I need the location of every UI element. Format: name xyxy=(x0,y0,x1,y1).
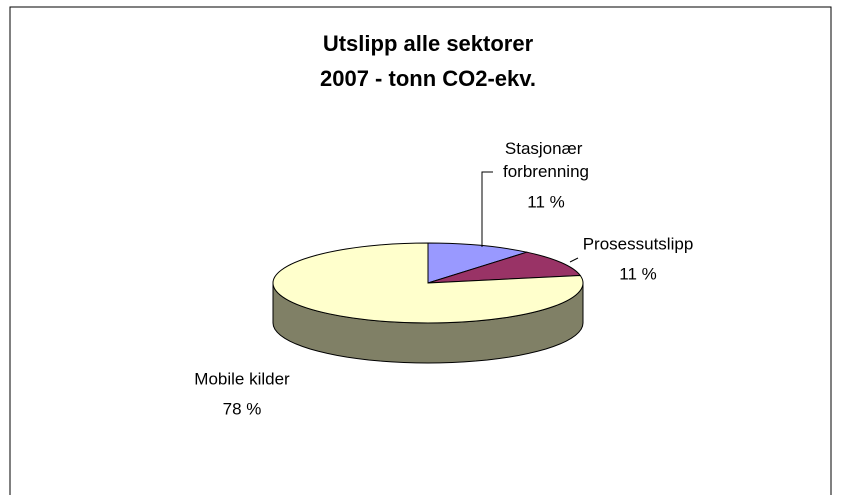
slice-label: Prosessutslipp xyxy=(583,234,694,253)
slice-label-line: forbrenning xyxy=(503,162,589,181)
slice-value-label: 11 % xyxy=(527,192,565,211)
leader-line xyxy=(481,171,493,247)
pie-slice xyxy=(272,242,584,324)
pie-slice xyxy=(427,242,529,284)
slice-label-line: Stasjonær xyxy=(505,139,587,158)
slice-label: Stasjonær forbrenning xyxy=(503,139,589,181)
slice-value-label: 11 % xyxy=(619,264,657,283)
slice-value-label: 78 % xyxy=(223,399,262,418)
chart-title: Utslipp alle sektorer xyxy=(323,31,534,56)
chart-title: 2007 - tonn CO2-ekv. xyxy=(320,66,536,91)
chart-frame xyxy=(9,6,832,495)
pie-slice xyxy=(427,251,582,284)
leader-line xyxy=(569,257,579,263)
slice-label: Mobile kilder xyxy=(194,369,290,388)
